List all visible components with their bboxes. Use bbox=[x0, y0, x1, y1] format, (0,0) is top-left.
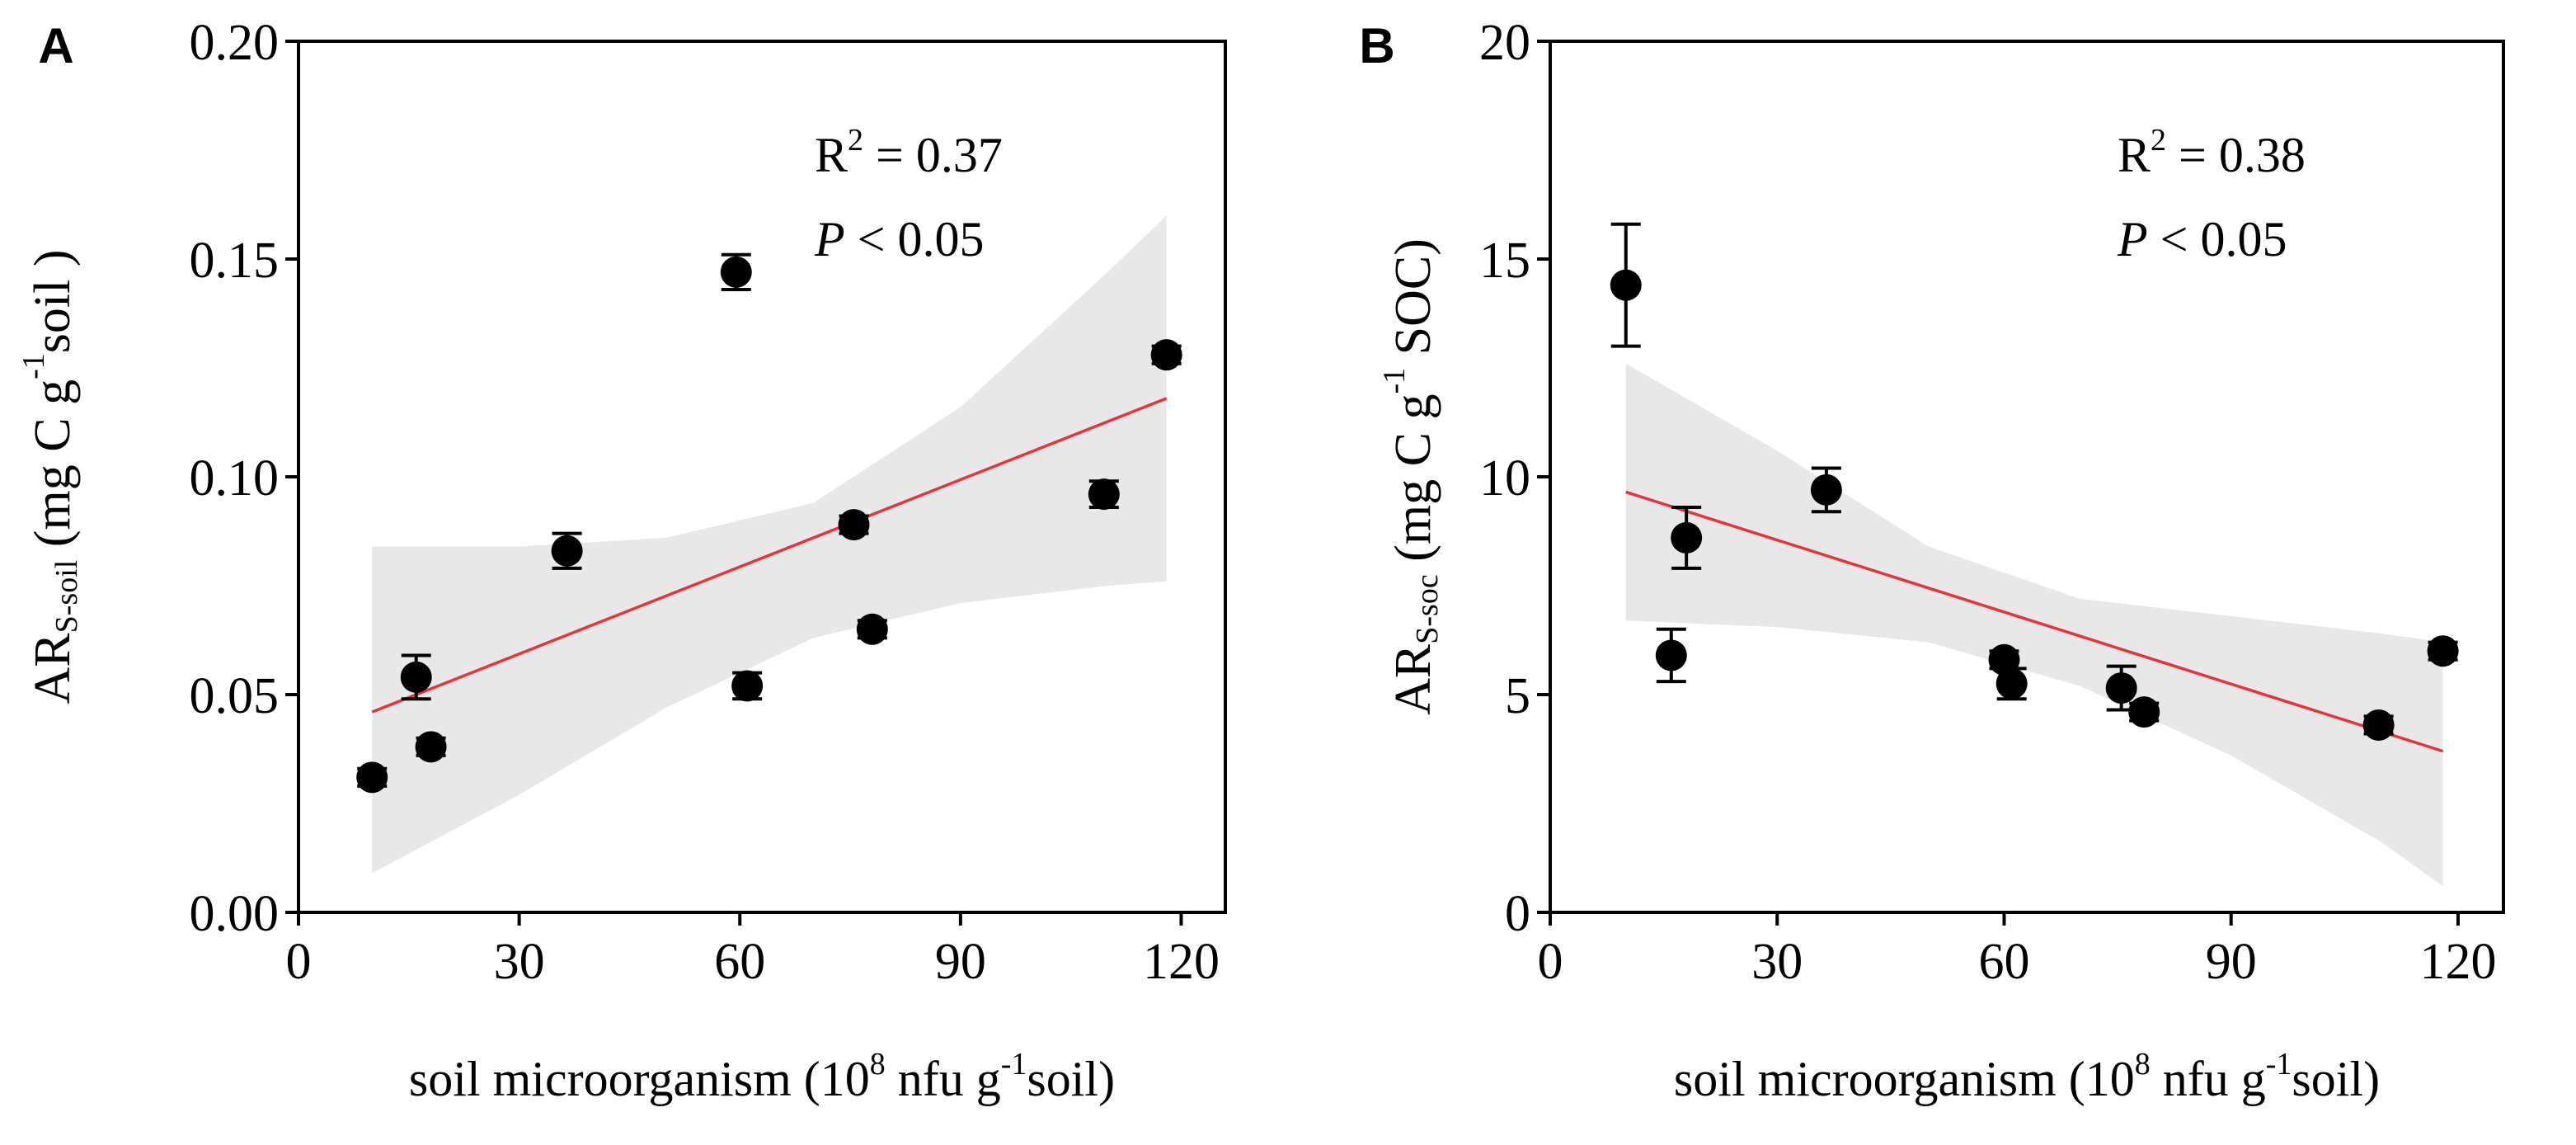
panel-a: A 0 30 60 90 120 0.00 0.05 0.10 0.15 0.20 soil micr… bbox=[16, 15, 1227, 1106]
y-tick-label: 0.00 bbox=[190, 886, 280, 942]
y-tick-label: 0.10 bbox=[190, 450, 280, 507]
data-point-marker bbox=[838, 509, 870, 541]
regression-line bbox=[1625, 490, 2444, 753]
data-point-7 bbox=[838, 509, 870, 541]
data-point-marker bbox=[1088, 478, 1120, 511]
data-point-9 bbox=[2362, 709, 2395, 741]
data-point-marker bbox=[400, 661, 432, 693]
data-point-marker bbox=[1655, 639, 1687, 671]
y-tick-label: 0.15 bbox=[190, 233, 280, 289]
data-point-6 bbox=[1995, 667, 2028, 701]
data-point-marker bbox=[2362, 709, 2395, 741]
data-point-marker bbox=[356, 761, 388, 794]
x-tick-label: 60 bbox=[1978, 934, 2029, 990]
x-tick-label: 0 bbox=[1538, 934, 1563, 990]
data-point-10 bbox=[1150, 339, 1182, 371]
y-tick-label: 15 bbox=[1479, 233, 1530, 289]
data-point-marker bbox=[2427, 635, 2459, 667]
data-point-marker bbox=[2128, 696, 2160, 728]
x-axis-label: soil microorganism (108 nfu g-1soil) bbox=[1674, 1047, 2380, 1106]
data-point-marker bbox=[1150, 339, 1182, 371]
p-value-annotation: P < 0.05 bbox=[814, 212, 985, 266]
confidence-band bbox=[1625, 363, 2443, 887]
data-point-marker bbox=[551, 535, 583, 567]
panel-label: A bbox=[38, 18, 73, 73]
data-point-4 bbox=[1810, 466, 1842, 514]
confidence-band bbox=[372, 215, 1167, 874]
data-point-marker bbox=[1995, 667, 2028, 700]
x-tick-label: 120 bbox=[2419, 934, 2496, 990]
regression-line bbox=[371, 397, 1168, 714]
data-point-5 bbox=[720, 252, 752, 291]
data-point-marker bbox=[1671, 521, 1703, 554]
data-point-marker bbox=[2105, 672, 2137, 704]
data-point-4 bbox=[551, 531, 583, 570]
p-value-annotation: P < 0.05 bbox=[2117, 212, 2287, 266]
x-axis-label: soil microorganism (108 nfu g-1soil) bbox=[409, 1047, 1115, 1106]
y-tick-label: 0.05 bbox=[190, 668, 280, 724]
y-tick-label: 0.20 bbox=[190, 15, 280, 71]
x-tick-label: 30 bbox=[1751, 934, 1803, 990]
x-tick-label: 90 bbox=[2206, 934, 2257, 990]
data-point-10 bbox=[2427, 635, 2459, 667]
data-point-8 bbox=[856, 613, 888, 645]
data-point-2 bbox=[400, 653, 432, 701]
panel-b: B 0 30 60 90 120 0 5 10 15 20 soil microorganism (1… bbox=[1359, 15, 2505, 1106]
x-tick-label: 30 bbox=[494, 934, 545, 990]
data-point-marker bbox=[856, 613, 888, 645]
y-tick-label: 20 bbox=[1479, 15, 1530, 71]
data-point-6 bbox=[731, 670, 764, 702]
y-axis-label: ARS-soc (mg C g-1 SOC) bbox=[1377, 238, 1445, 715]
data-point-marker bbox=[1810, 474, 1842, 506]
r-squared-annotation: R2 = 0.37 bbox=[815, 123, 1003, 182]
data-point-marker bbox=[415, 731, 447, 763]
data-point-9 bbox=[1088, 478, 1120, 511]
y-tick-label: 5 bbox=[1505, 668, 1530, 724]
y-tick-label: 10 bbox=[1479, 450, 1530, 507]
x-tick-label: 60 bbox=[714, 934, 765, 990]
x-tick-label: 90 bbox=[935, 934, 986, 990]
x-tick-label: 120 bbox=[1143, 934, 1220, 990]
y-axis-label: ARS-soil (mg C g-1soil ) bbox=[16, 250, 84, 704]
data-point-3 bbox=[415, 731, 447, 763]
y-tick-label: 0 bbox=[1505, 886, 1530, 942]
data-point-1 bbox=[1610, 222, 1642, 348]
data-point-1 bbox=[356, 761, 388, 794]
data-point-8 bbox=[2128, 696, 2160, 728]
r-squared-annotation: R2 = 0.38 bbox=[2118, 123, 2306, 182]
data-point-marker bbox=[1610, 269, 1642, 301]
x-tick-label: 0 bbox=[286, 934, 312, 990]
data-point-2 bbox=[1655, 627, 1687, 684]
data-point-marker bbox=[731, 670, 764, 702]
data-point-marker bbox=[720, 256, 752, 288]
panel-label: B bbox=[1359, 18, 1394, 73]
data-point-3 bbox=[1671, 505, 1703, 570]
